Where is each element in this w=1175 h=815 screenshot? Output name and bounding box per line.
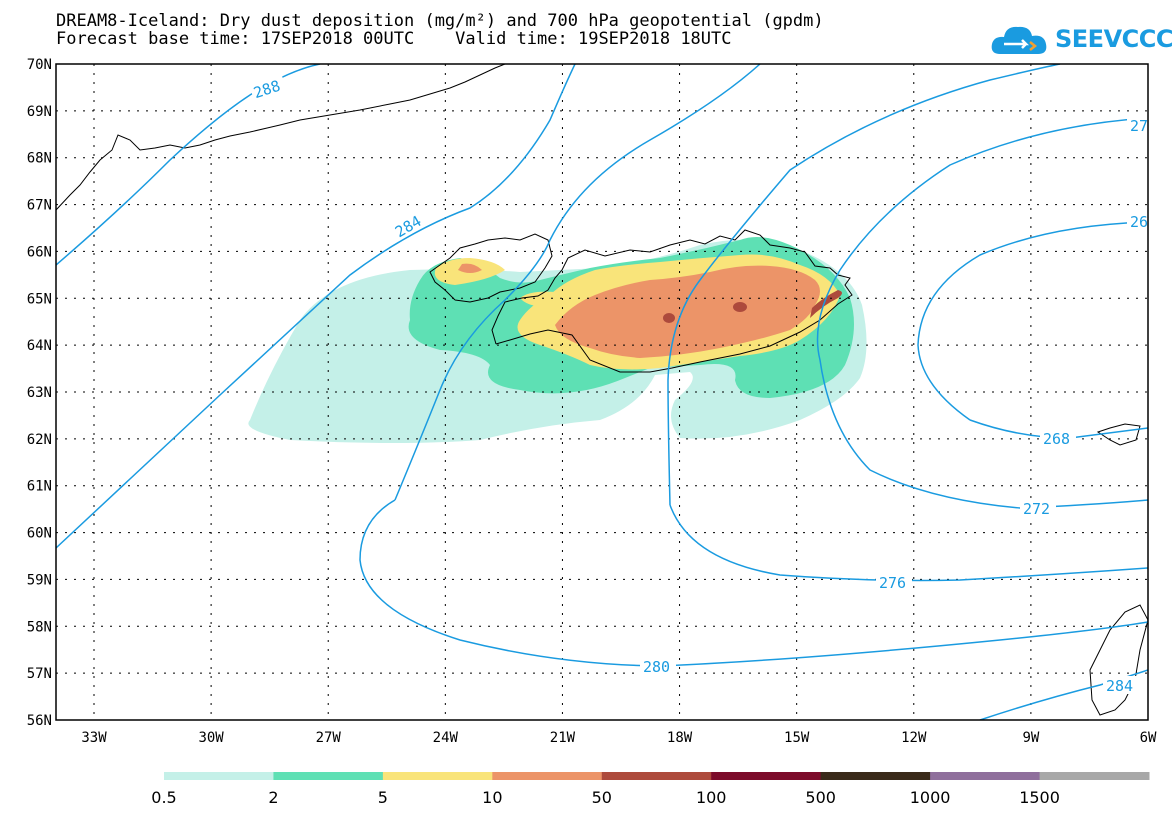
contour-label-268: 268 [1043, 430, 1070, 448]
colorbar-label: 100 [696, 788, 727, 807]
colorbar-swatch [601, 772, 712, 780]
lat-label: 60N [27, 526, 52, 542]
colorbar-label: 2 [268, 788, 278, 807]
map-area: 288 284 280 276 272 268 27 26 284 [56, 64, 1148, 720]
lon-label: 18W [667, 730, 693, 746]
lat-label: 63N [27, 385, 52, 401]
contour-label-27: 27 [1130, 117, 1148, 135]
seevccc-cloud-icon [991, 26, 1047, 54]
lon-label: 33W [81, 730, 107, 746]
lon-label: 30W [198, 730, 224, 746]
map-title: DREAM8-Iceland: Dry dust deposition (mg/… [56, 11, 824, 31]
lat-label: 69N [27, 104, 52, 120]
contour-272 [816, 117, 1148, 509]
colorbar-swatch [1039, 772, 1150, 780]
lat-label: 65N [27, 291, 52, 307]
lat-label: 64N [27, 338, 52, 354]
lon-label: 9W [1022, 730, 1039, 746]
lon-label: 27W [316, 730, 342, 746]
lon-label: 21W [550, 730, 576, 746]
lat-label: 68N [27, 151, 52, 167]
colorbar: 0.5 2 5 10 50 100 500 1000 1500 [151, 772, 1150, 807]
contour-268 [917, 221, 1148, 439]
colorbar-swatch [273, 772, 384, 780]
colorbar-swatch [164, 772, 274, 780]
contour-280 [56, 499, 1148, 720]
lat-label: 56N [27, 713, 52, 729]
lon-label: 15W [784, 730, 810, 746]
colorbar-label: 0.5 [151, 788, 176, 807]
contour-label-272: 272 [1023, 500, 1050, 518]
lat-label: 61N [27, 479, 52, 495]
colorbar-label: 1000 [910, 788, 951, 807]
faroe-scotland-coastline [1089, 423, 1148, 716]
map-frame [55, 63, 1149, 721]
contour-label-280: 280 [643, 658, 670, 676]
contour-280-upper [394, 64, 761, 501]
lon-label: 24W [433, 730, 459, 746]
dust-field-50 [663, 290, 842, 323]
lat-label: 57N [27, 666, 52, 682]
colorbar-swatch [711, 772, 822, 780]
contour-labels: 288 284 280 276 272 268 27 26 284 [249, 74, 1148, 695]
colorbar-label: 1500 [1019, 788, 1060, 807]
iceland-coastline [429, 229, 853, 373]
lat-label: 62N [27, 432, 52, 448]
lat-axis-labels: 70N 69N 68N 67N 66N 65N 64N 63N 62N 61N 60N 59N 58N 5… [27, 57, 52, 729]
dust-field-10 [458, 263, 820, 358]
colorbar-swatch [930, 772, 1041, 780]
contour-284-west [56, 64, 576, 549]
lon-label: 6W [1140, 730, 1157, 746]
contour-label-284-east: 284 [1106, 677, 1133, 695]
lon-axis-labels: 33W 30W 27W 24W 21W 18W 15W 12W 9W 6W [81, 730, 1157, 746]
greenland-coastline [56, 64, 506, 211]
logo-text: SEEVCCC [1055, 25, 1174, 53]
colorbar-label: 500 [805, 788, 836, 807]
contour-label-276: 276 [879, 574, 906, 592]
contour-label-26: 26 [1130, 213, 1148, 231]
lat-label: 70N [27, 57, 52, 73]
colorbar-swatch [820, 772, 931, 780]
contour-label-288: 288 [251, 77, 282, 102]
lat-label: 66N [27, 244, 52, 260]
lon-gridlines [93, 64, 1032, 720]
colorbar-swatch [382, 772, 493, 780]
colorbar-label: 50 [592, 788, 612, 807]
colorbar-swatch [492, 772, 603, 780]
map-subtitle: Forecast base time: 17SEP2018 00UTC Vali… [56, 29, 732, 49]
lat-label: 58N [27, 619, 52, 635]
lat-label: 59N [27, 572, 52, 588]
contour-284-east [979, 669, 1148, 720]
lat-label: 67N [27, 198, 52, 214]
colorbar-label: 5 [378, 788, 388, 807]
lon-label: 12W [901, 730, 927, 746]
geopotential-contours [56, 64, 1148, 720]
colorbar-label: 10 [482, 788, 502, 807]
